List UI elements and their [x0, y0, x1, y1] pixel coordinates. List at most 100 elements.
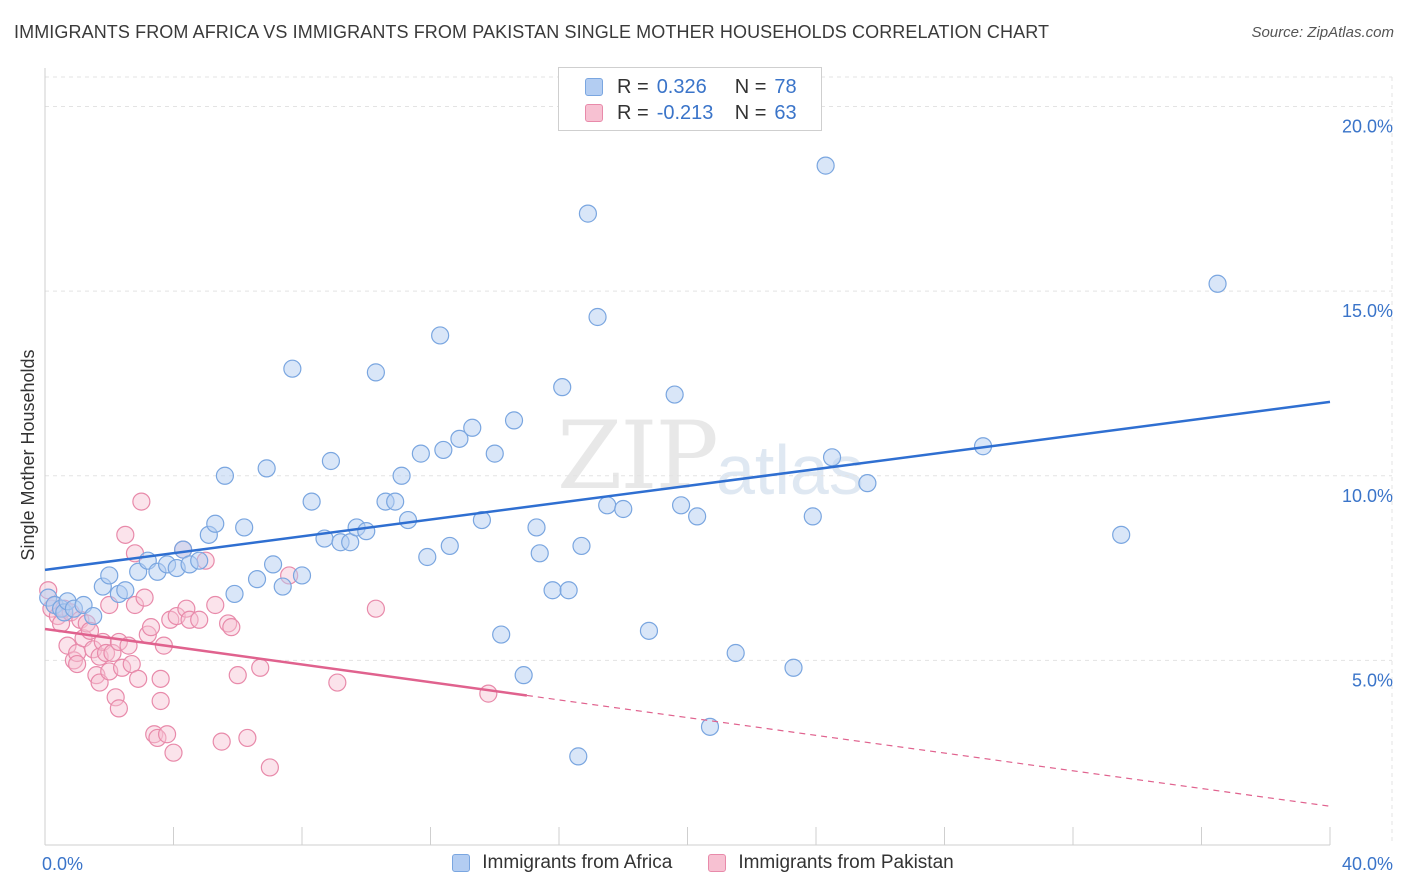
africa-point [530, 544, 549, 563]
pakistan-point [260, 758, 279, 777]
y-tick-label: 5.0% [1352, 670, 1393, 690]
africa-point [485, 444, 504, 463]
africa-point [357, 522, 376, 541]
pakistan-point [116, 525, 135, 544]
africa-points [39, 156, 1227, 766]
africa-point [386, 492, 405, 511]
pakistan-point [157, 725, 177, 744]
africa-point [614, 499, 633, 519]
africa-point [492, 625, 511, 644]
pakistan-point [366, 599, 385, 618]
africa-point [450, 429, 469, 448]
africa-point [639, 621, 659, 640]
pakistan-trend-extension [526, 694, 1331, 807]
pakistan-point [109, 699, 128, 718]
africa-point [578, 204, 598, 223]
africa-point [100, 566, 119, 585]
africa-point [784, 658, 803, 677]
pakistan-point [125, 595, 145, 615]
africa-point [688, 507, 707, 526]
africa-point [572, 536, 591, 556]
y-tick-label: 15.0% [1342, 301, 1393, 321]
africa-point [215, 466, 234, 485]
africa-point [553, 378, 572, 397]
pakistan-point [132, 492, 151, 511]
pakistan-point [112, 658, 132, 677]
africa-point [431, 326, 450, 345]
correlation-legend: R = 0.326 N = 78 R = -0.213 N = 63 [558, 67, 822, 131]
africa-point [1208, 274, 1227, 293]
legend-row-africa: R = 0.326 N = 78 [585, 75, 797, 99]
africa-point [671, 496, 691, 515]
legend-item-pakistan: Immigrants from Pakistan [708, 852, 954, 874]
africa-point [225, 584, 244, 604]
africa-point [514, 666, 533, 685]
pakistan-point [129, 669, 148, 688]
africa-point [504, 411, 524, 430]
pakistan-n-label: N = [734, 101, 767, 124]
africa-point [726, 643, 745, 663]
legend-row-pakistan: R = -0.213 N = 63 [585, 101, 797, 125]
y-tick-label: 10.0% [1342, 486, 1393, 506]
pakistan-point [206, 595, 225, 615]
trend-lines [44, 400, 1331, 807]
africa-point [858, 474, 877, 493]
pakistan-trend-line [44, 627, 528, 697]
pakistan-point [164, 743, 183, 762]
pakistan-n-value: 63 [774, 101, 797, 124]
africa-r-value: 0.326 [656, 75, 707, 98]
pakistan-points [39, 492, 498, 777]
africa-point [116, 581, 135, 600]
pakistan-point [106, 688, 125, 707]
africa-trend-line [44, 400, 1331, 572]
africa-point [816, 156, 835, 175]
africa-point [411, 444, 430, 463]
pakistan-point [151, 691, 170, 711]
africa-point [398, 510, 418, 530]
pakistan-r-value: -0.213 [656, 101, 714, 124]
pakistan-point [68, 654, 87, 674]
africa-point [392, 466, 411, 485]
legend-pakistan-swatch [708, 854, 727, 872]
africa-point [569, 747, 588, 766]
pakistan-point [251, 658, 270, 677]
legend-item-africa: Immigrants from Africa [452, 852, 672, 874]
pakistan-point [228, 666, 247, 685]
pakistan-swatch [585, 104, 603, 122]
pakistan-r-label: R = [617, 101, 649, 124]
pakistan-point [151, 669, 170, 688]
tick-labels: 5.0% 10.0% 15.0% 20.0% 0.0% 40.0% [42, 117, 1393, 874]
africa-r-label: R = [617, 75, 649, 98]
pakistan-point [135, 588, 154, 607]
africa-point [366, 363, 385, 382]
legend-africa-swatch [452, 854, 471, 872]
pakistan-point [238, 728, 257, 748]
pakistan-point [190, 610, 209, 629]
africa-point [527, 518, 546, 537]
x-tick-label: 40.0% [1342, 854, 1393, 874]
africa-point [321, 451, 341, 471]
chart-title: IMMIGRANTS FROM AFRICA VS IMMIGRANTS FRO… [14, 22, 1050, 42]
africa-point [292, 566, 312, 585]
pakistan-point [212, 732, 231, 751]
africa-point [190, 551, 209, 570]
africa-point [598, 496, 617, 515]
x-tick-label: 0.0% [42, 854, 83, 874]
pakistan-point [177, 599, 196, 618]
legend-pakistan-label: Immigrants from Pakistan [738, 852, 954, 873]
africa-n-value: 78 [774, 75, 797, 98]
y-axis-label: Single Mother Households [18, 349, 38, 560]
pakistan-point [328, 673, 347, 692]
pakistan-point [148, 728, 167, 748]
pakistan-point [222, 618, 241, 637]
africa-point [665, 385, 684, 404]
africa-point [1112, 525, 1131, 544]
africa-point [822, 448, 842, 467]
africa-point [283, 359, 302, 378]
pakistan-point [103, 643, 122, 663]
africa-point [235, 518, 254, 537]
africa-point [803, 507, 822, 526]
africa-point [302, 492, 321, 511]
africa-point [700, 717, 720, 736]
